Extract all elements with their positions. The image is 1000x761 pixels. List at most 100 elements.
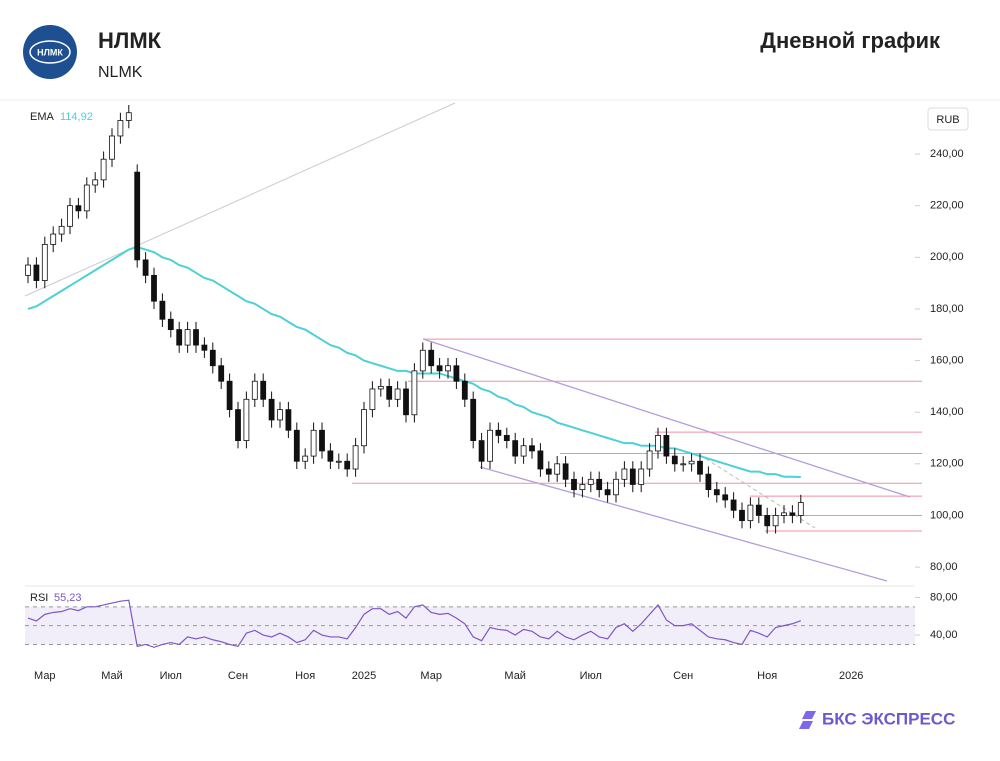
x-tick-label: Июл	[580, 670, 602, 682]
candle-body	[755, 504, 762, 516]
candle-body	[25, 264, 31, 276]
y-tick-label: 200,00	[930, 251, 964, 263]
candle-body	[663, 435, 670, 457]
chart-label: Дневной график	[760, 28, 941, 53]
candle-body	[394, 388, 401, 400]
candle-body	[58, 225, 65, 235]
candle-body	[730, 499, 737, 511]
y-tick-label: 80,00	[930, 591, 958, 603]
candle-body	[461, 380, 468, 400]
candle-body	[520, 445, 527, 457]
x-tick-label: 2025	[352, 670, 376, 682]
candle-body	[403, 388, 409, 416]
ema-name: EMA	[30, 111, 55, 123]
y-tick-label: 140,00	[930, 406, 964, 418]
candle-body	[184, 329, 191, 346]
candle-body	[789, 512, 796, 516]
candle-body	[209, 349, 216, 367]
candle-body	[352, 445, 359, 470]
candle-body	[319, 429, 325, 452]
candle-body	[688, 460, 695, 465]
x-tick-label: Июл	[160, 670, 182, 682]
y-tick-label: 40,00	[930, 629, 958, 641]
x-tick-label: Ноя	[757, 670, 777, 682]
y-tick-label: 100,00	[930, 509, 964, 521]
candle-body	[75, 205, 82, 212]
x-tick-label: Мар	[420, 670, 442, 682]
candle-body	[587, 478, 594, 485]
candle-body	[495, 429, 502, 436]
trend-line	[24, 102, 456, 297]
logo-text: НЛМК	[37, 47, 63, 57]
subtitle: NLMK	[98, 64, 143, 81]
candle-body	[772, 515, 779, 527]
candle-body	[697, 460, 703, 475]
y-tick-label: 180,00	[930, 303, 964, 315]
candle-body	[361, 409, 367, 447]
currency-box	[927, 107, 969, 131]
x-tick-label: Май	[101, 670, 123, 682]
candle-body	[117, 120, 124, 137]
rsi-line	[27, 599, 802, 648]
candle-body	[537, 450, 544, 470]
candle-body	[571, 478, 577, 491]
y-tick-label: 220,00	[930, 200, 964, 212]
candle-body	[739, 509, 745, 522]
candle-body	[285, 409, 292, 431]
channel-upper	[422, 338, 911, 498]
candle-body	[193, 329, 199, 346]
candle-body	[579, 484, 586, 491]
logo	[23, 25, 77, 79]
candle-body	[722, 494, 729, 501]
candle-body	[797, 502, 804, 516]
candle-body	[159, 300, 166, 320]
candle-body	[369, 388, 376, 411]
candle-body	[151, 274, 157, 302]
candle-body	[109, 135, 115, 160]
ema-value: 114,92	[60, 111, 93, 123]
y-tick-label: 160,00	[930, 354, 964, 366]
candle-body	[268, 398, 275, 421]
x-tick-label: Мар	[34, 670, 56, 682]
candle-body	[436, 365, 443, 372]
candle-body	[478, 440, 485, 462]
logo-ring	[29, 40, 71, 64]
candle-body	[554, 463, 561, 475]
candle-body	[335, 460, 342, 463]
candle-body	[167, 318, 174, 330]
x-tick-label: Ноя	[295, 670, 315, 682]
candle-body	[705, 473, 712, 491]
candle-body	[100, 158, 107, 181]
candle-body	[680, 463, 687, 466]
candle-body	[781, 512, 787, 516]
candle-body	[92, 179, 99, 186]
x-tick-label: Сен	[673, 670, 693, 682]
candle-body	[260, 380, 267, 400]
y-tick-label: 240,00	[930, 148, 964, 160]
y-tick-label: 80,00	[930, 561, 958, 573]
candle-body	[453, 365, 460, 382]
x-tick-label: 2026	[839, 670, 863, 682]
candle-body	[176, 329, 183, 346]
candle-body	[529, 445, 535, 452]
candle-body	[512, 440, 519, 457]
candle-body	[125, 112, 132, 121]
candle-body	[251, 380, 258, 400]
candle-body	[470, 398, 477, 441]
candle-body	[629, 468, 636, 485]
candle-body	[293, 429, 300, 462]
channel-lower	[479, 466, 888, 582]
brand-icon	[799, 711, 816, 729]
candle-body	[604, 489, 611, 496]
candle-body	[50, 233, 57, 245]
candle-body	[713, 489, 720, 496]
rsi-band	[25, 606, 915, 645]
candle-body	[638, 468, 645, 485]
rsi-name: RSI	[30, 592, 48, 604]
candle-body	[218, 365, 225, 382]
rsi-value: 55,23	[54, 592, 82, 604]
candle-body	[562, 463, 569, 480]
candle-body	[764, 515, 771, 527]
candle-body	[747, 504, 754, 522]
